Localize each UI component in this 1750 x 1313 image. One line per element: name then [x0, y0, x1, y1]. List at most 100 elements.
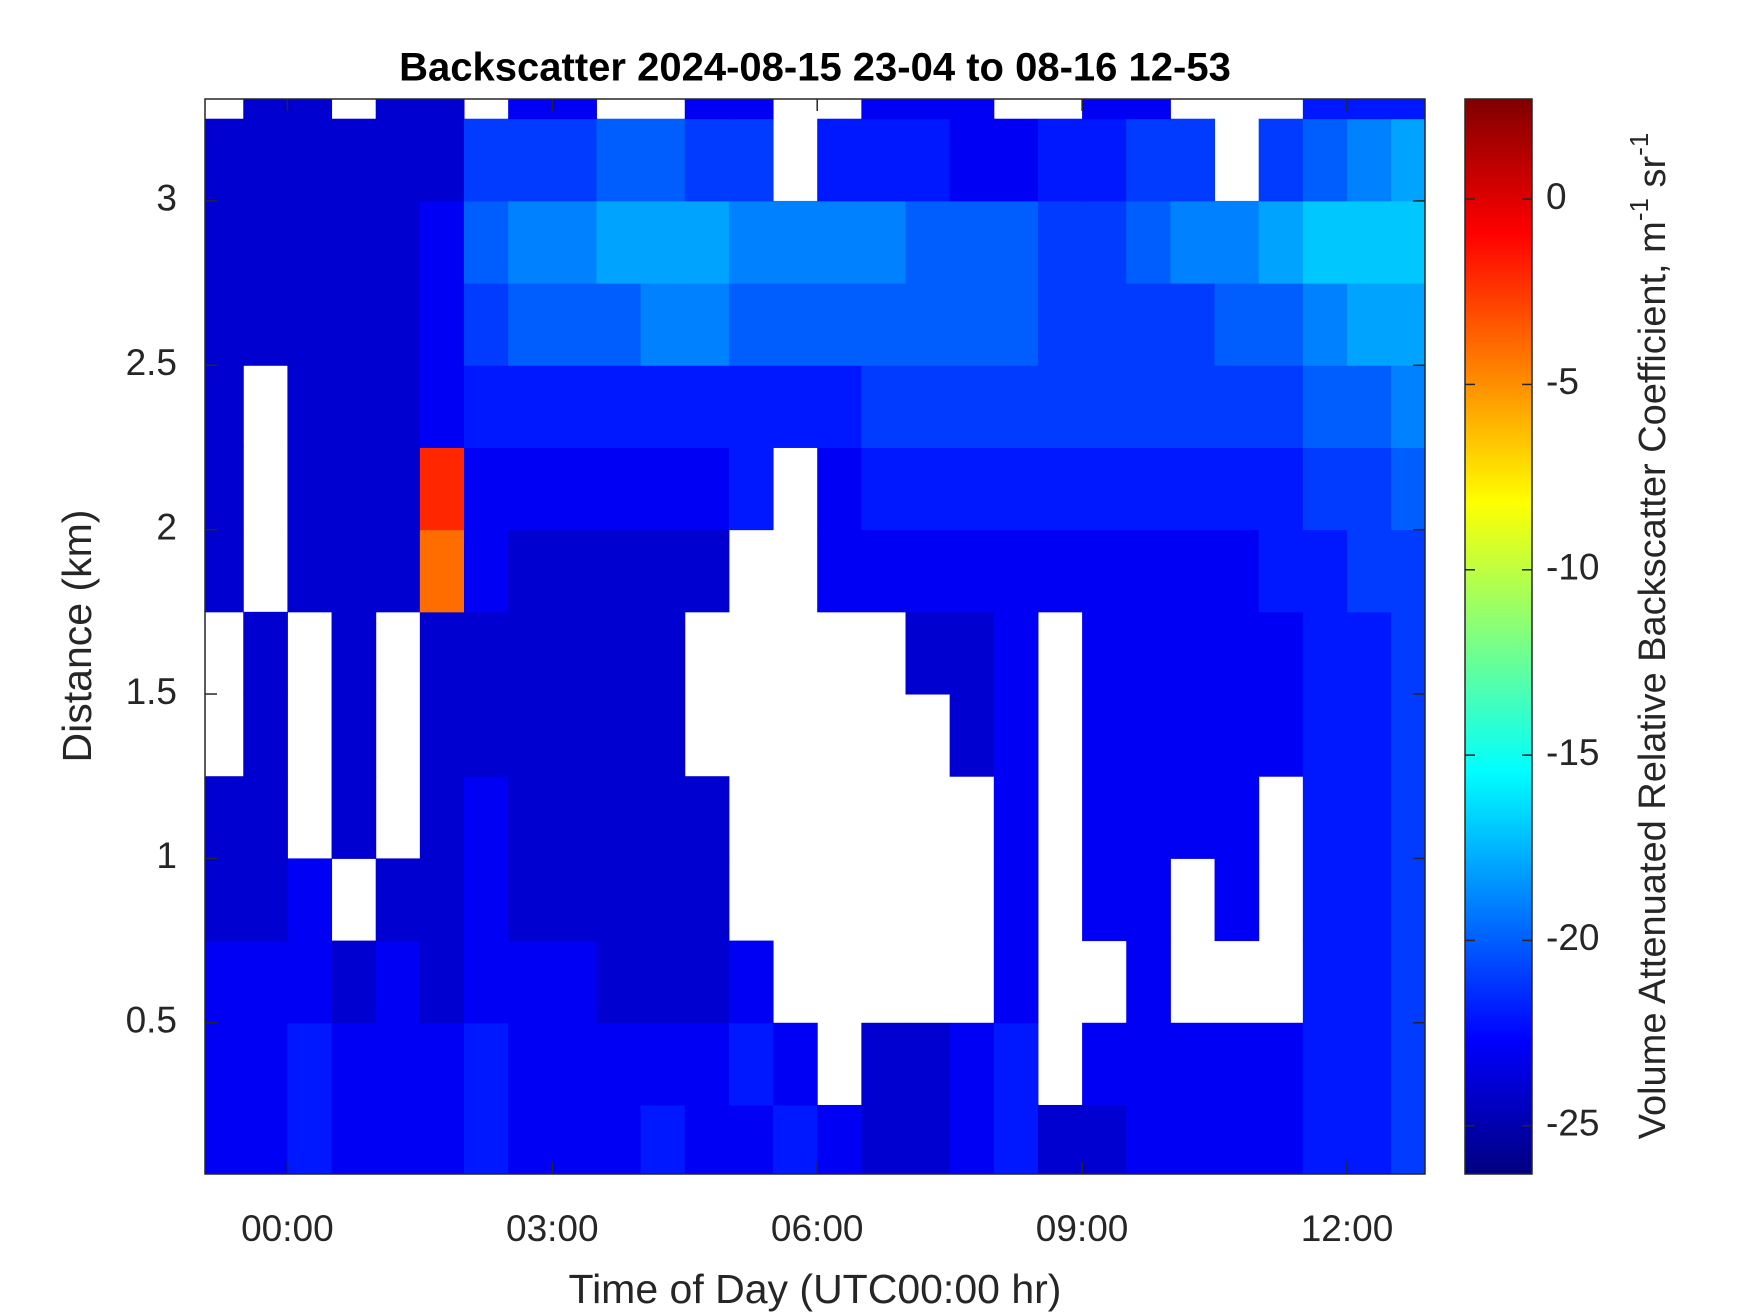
heatmap-cell: [861, 529, 907, 613]
heatmap-cell: [1347, 776, 1392, 859]
heatmap-cell: [1170, 776, 1216, 859]
heatmap-cell: [375, 940, 421, 1024]
heatmap-cell: [205, 1022, 244, 1106]
heatmap-cell: [243, 118, 288, 202]
heatmap-cell: [596, 776, 642, 859]
heatmap-cell: [552, 611, 597, 695]
heatmap-cell: [1170, 694, 1216, 777]
heatmap-cell: [464, 1022, 509, 1106]
x-tick-label: 09:00: [1036, 1208, 1129, 1249]
heatmap-cell: [243, 283, 288, 366]
heatmap-cell: [817, 529, 862, 613]
heatmap-cell: [1082, 283, 1127, 366]
heatmap-cell: [817, 1104, 862, 1175]
heatmap-cell: [1258, 200, 1304, 284]
heatmap-cell: [287, 1022, 333, 1106]
heatmap-cell: [728, 447, 774, 531]
heatmap-cell: [1258, 365, 1304, 448]
heatmap-cell: [993, 118, 1039, 202]
heatmap-cell: [1302, 365, 1348, 448]
heatmap-cell: [596, 1104, 642, 1175]
heatmap-cell: [861, 99, 907, 120]
heatmap-cell: [205, 365, 244, 448]
heatmap-cell: [1347, 99, 1392, 120]
colorbar-tick-label: -25: [1546, 1103, 1599, 1144]
heatmap-cell: [728, 940, 774, 1024]
heatmap-cell: [205, 776, 244, 859]
heatmap-cell: [640, 1022, 686, 1106]
heatmap-cell: [243, 1104, 288, 1175]
heatmap-cell: [993, 940, 1039, 1024]
heatmap-cell: [287, 365, 333, 448]
heatmap-cell: [1126, 365, 1171, 448]
heatmap-cell: [508, 283, 553, 366]
heatmap-cell: [905, 99, 951, 120]
heatmap-cell: [331, 200, 377, 284]
heatmap-cell: [205, 200, 244, 284]
heatmap-cell: [773, 283, 818, 366]
heatmap-cell: [1170, 611, 1216, 695]
heatmap-cell: [905, 529, 951, 613]
heatmap-cell: [419, 99, 465, 120]
heatmap-cell: [419, 611, 465, 695]
heatmap-cell: [1082, 858, 1127, 942]
heatmap-cell: [1347, 529, 1392, 613]
heatmap-cell: [243, 99, 288, 120]
heatmap-cell: [1082, 611, 1127, 695]
heatmap-cell: [464, 447, 509, 531]
heatmap-cell: [728, 99, 774, 120]
heatmap-cell: [1037, 118, 1083, 202]
y-tick-label: 3: [156, 178, 177, 219]
heatmap-cell: [1037, 529, 1083, 613]
heatmap-cell: [640, 118, 686, 202]
heatmap-cell: [508, 447, 553, 531]
heatmap-cell: [1037, 1104, 1083, 1175]
heatmap-cell: [1126, 694, 1171, 777]
heatmap-cell: [949, 200, 995, 284]
heatmap-cell: [375, 118, 421, 202]
colorbar-label-sup: -1: [1624, 198, 1654, 221]
heatmap-cell: [375, 447, 421, 531]
heatmap-cell: [1170, 365, 1216, 448]
heatmap-cell: [596, 858, 642, 942]
heatmap-cell: [1302, 99, 1348, 120]
heatmap-cell: [1258, 283, 1304, 366]
heatmap-cell: [552, 283, 597, 366]
heatmap-cell: [596, 1022, 642, 1106]
heatmap-cell: [287, 200, 333, 284]
heatmap-cell: [817, 365, 862, 448]
heatmap-cell: [1391, 858, 1426, 942]
heatmap-cell: [419, 858, 465, 942]
heatmap-cell: [1037, 365, 1083, 448]
heatmap-cell: [287, 283, 333, 366]
heatmap-cell: [508, 529, 553, 613]
x-axis-label: Time of Day (UTC00:00 hr): [569, 1266, 1062, 1312]
heatmap-cell: [1258, 1104, 1304, 1175]
heatmap-cell: [684, 283, 730, 366]
heatmap-cell: [905, 365, 951, 448]
heatmap-cell: [1302, 694, 1348, 777]
heatmap-cell: [905, 118, 951, 202]
heatmap-cell: [508, 200, 553, 284]
heatmap-cell: [684, 200, 730, 284]
heatmap-cell: [1347, 1104, 1392, 1175]
heatmap-cell: [993, 1104, 1039, 1175]
heatmap-cell: [1214, 694, 1260, 777]
heatmap-cell: [508, 99, 553, 120]
heatmap-cell: [684, 1022, 730, 1106]
heatmap-cell: [1170, 1104, 1216, 1175]
heatmap-cell: [552, 694, 597, 777]
heatmap-cell: [993, 694, 1039, 777]
heatmap-cell: [1082, 200, 1127, 284]
heatmap-cell: [1214, 447, 1260, 531]
heatmap-cell: [1391, 1022, 1426, 1106]
heatmap-cell: [684, 940, 730, 1024]
heatmap-cell: [419, 365, 465, 448]
heatmap-cell: [287, 940, 333, 1024]
heatmap-cell: [464, 529, 509, 613]
y-tick-label: 1: [156, 835, 177, 876]
heatmap-cell: [728, 365, 774, 448]
heatmap-cell: [993, 776, 1039, 859]
heatmap-cell: [1302, 118, 1348, 202]
